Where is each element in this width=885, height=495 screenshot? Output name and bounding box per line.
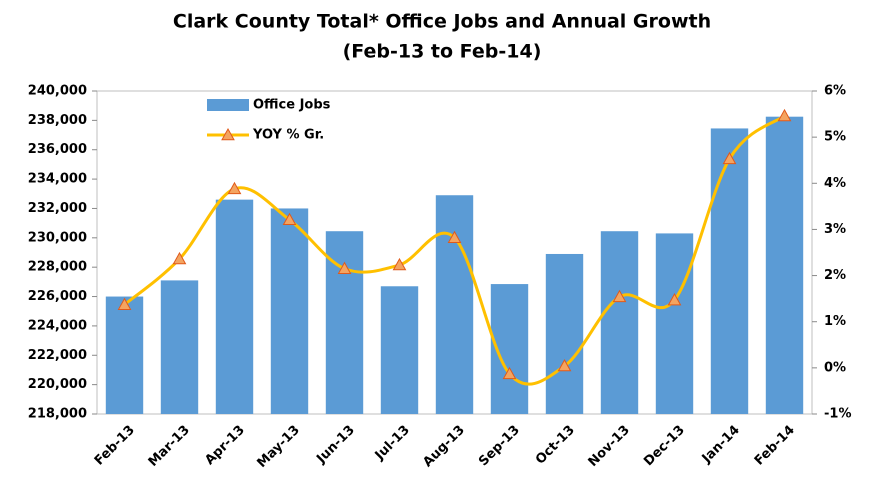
y-tick-label: 218,000 (28, 407, 87, 422)
y-tick-label: 232,000 (28, 201, 87, 216)
bar (160, 280, 199, 414)
legend-label: Office Jobs (253, 98, 331, 113)
chart-subtitle: (Feb-13 to Feb-14) (343, 41, 542, 63)
x-tick-label: Nov-13 (586, 423, 633, 470)
x-tick-label: Apr-13 (202, 423, 247, 468)
x-tick-label: Dec-13 (641, 423, 688, 470)
bar (435, 195, 474, 414)
y2-tick-label: 5% (824, 130, 846, 145)
y-tick-label: 238,000 (28, 113, 87, 128)
y2-tick-label: 1% (824, 314, 846, 329)
y2-tick-label: 6% (824, 84, 846, 99)
x-tick-label: May-13 (255, 423, 303, 471)
bar (545, 253, 584, 414)
bar (270, 208, 309, 414)
marker (667, 292, 682, 306)
y-tick-label: 228,000 (28, 260, 87, 275)
marker (502, 366, 517, 380)
y2-tick-label: 0% (824, 360, 846, 375)
x-tick-label: Sep-13 (476, 423, 523, 470)
marker (612, 289, 627, 303)
marker (447, 230, 462, 244)
y-tick-label: 234,000 (28, 172, 87, 187)
marker (777, 108, 792, 122)
marker (172, 251, 187, 265)
x-tick-label: Feb-13 (92, 423, 138, 469)
x-tick-label: Jan-14 (699, 423, 743, 467)
marker (337, 261, 352, 274)
bar (710, 128, 749, 414)
y-tick-label: 222,000 (28, 348, 87, 363)
y2-tick-label: 4% (824, 176, 846, 191)
x-tick-label: Jun-13 (313, 423, 357, 467)
x-tick-label: Oct-13 (533, 423, 578, 468)
y-tick-label: 220,000 (28, 377, 87, 392)
chart-title: Clark County Total* Office Jobs and Annu… (173, 11, 711, 33)
legend-marker (221, 127, 235, 141)
y2-tick-label: 3% (824, 222, 846, 237)
bar (655, 233, 694, 414)
legend-swatch (207, 99, 249, 111)
y2-tick-label: -1% (824, 407, 851, 422)
x-tick-label: Mar-13 (146, 423, 193, 470)
marker (722, 151, 737, 165)
marker (557, 358, 572, 372)
marker (227, 181, 242, 195)
bar (105, 296, 144, 414)
y-tick-label: 240,000 (28, 84, 87, 99)
bar (380, 286, 419, 414)
x-tick-label: Aug-13 (420, 423, 467, 470)
marker (117, 297, 132, 310)
bar (765, 116, 804, 415)
y-tick-label: 230,000 (28, 230, 87, 245)
x-tick-label: Jul-13 (372, 423, 413, 464)
x-tick-label: Feb-14 (752, 423, 798, 469)
y-tick-label: 224,000 (28, 318, 87, 333)
legend-label: YOY % Gr. (252, 128, 324, 143)
y2-tick-label: 2% (824, 268, 846, 283)
bar (215, 199, 254, 414)
bar (600, 231, 639, 414)
y-tick-label: 226,000 (28, 289, 87, 304)
marker (392, 257, 407, 271)
y-tick-label: 236,000 (28, 142, 87, 157)
marker (282, 212, 297, 226)
